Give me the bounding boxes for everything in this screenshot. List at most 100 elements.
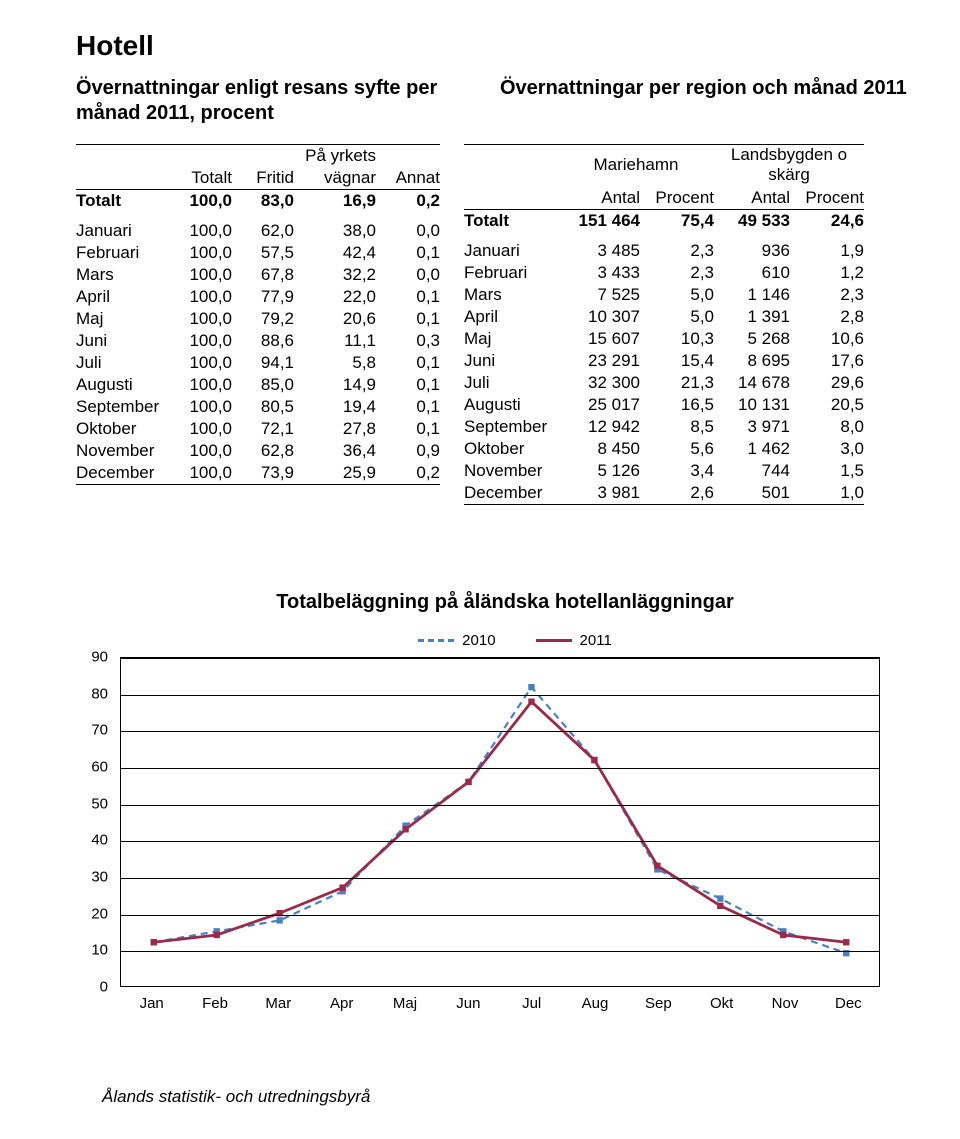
- table-cell: 0,2: [376, 190, 440, 213]
- table-cell: 0,0: [376, 264, 440, 286]
- table-cell: 3,0: [790, 438, 864, 460]
- table1-head-yrkets2: vägnar: [294, 167, 376, 190]
- table-cell: 100,0: [170, 396, 232, 418]
- table-cell: 8,5: [640, 416, 714, 438]
- table-cell: 100,0: [170, 286, 232, 308]
- table-syfte: På yrkets Totalt Fritid vägnar Annat Tot…: [76, 144, 440, 485]
- table-cell: 11,1: [294, 330, 376, 352]
- table-row-label: Oktober: [76, 418, 170, 440]
- table-cell: 100,0: [170, 264, 232, 286]
- table-cell: 14 678: [714, 372, 790, 394]
- chart-ytick-label: 10: [91, 942, 108, 959]
- table-cell: 15 607: [558, 328, 640, 350]
- chart-ytick-label: 30: [91, 869, 108, 886]
- table2-head-mariehamn: Mariehamn: [558, 145, 714, 188]
- table-cell: 83,0: [232, 190, 294, 213]
- table1-head-annat: Annat: [376, 167, 440, 190]
- table-cell: 62,0: [232, 220, 294, 242]
- table-cell: 49 533: [714, 210, 790, 233]
- legend-label-2010: 2010: [462, 632, 495, 649]
- chart-ytick-label: 90: [91, 649, 108, 666]
- legend-item-2011: 2011: [536, 632, 612, 649]
- table-row-label: Juli: [464, 372, 558, 394]
- table-row-label: November: [464, 460, 558, 482]
- table-cell: 20,5: [790, 394, 864, 416]
- table-cell: 10,3: [640, 328, 714, 350]
- table-cell: 5 126: [558, 460, 640, 482]
- table-cell: 14,9: [294, 374, 376, 396]
- table-cell: 32,2: [294, 264, 376, 286]
- chart-marker: [717, 895, 723, 901]
- chart-xtick-label: Dec: [835, 995, 862, 1012]
- table-cell: 85,0: [232, 374, 294, 396]
- table-cell: 0,1: [376, 374, 440, 396]
- chart-xtick-label: Apr: [330, 995, 353, 1012]
- table-cell: 1,9: [790, 240, 864, 262]
- table-cell: 100,0: [170, 308, 232, 330]
- table-cell: 3 981: [558, 482, 640, 505]
- table-row-label: Juni: [464, 350, 558, 372]
- table-cell: 17,6: [790, 350, 864, 372]
- table-cell: 42,4: [294, 242, 376, 264]
- table-cell: 100,0: [170, 352, 232, 374]
- table-cell: 10 131: [714, 394, 790, 416]
- chart-marker: [717, 903, 723, 909]
- table-row-label: September: [464, 416, 558, 438]
- table-cell: 0,1: [376, 418, 440, 440]
- table-cell: 2,6: [640, 482, 714, 505]
- chart: 0102030405060708090JanFebMarAprMajJunJul…: [76, 657, 896, 1027]
- chart-gridline: [121, 768, 879, 769]
- table-cell: 16,9: [294, 190, 376, 213]
- table-row-label: December: [76, 462, 170, 485]
- table-row-label: April: [76, 286, 170, 308]
- table2-head-antal2: Antal: [714, 187, 790, 210]
- table-cell: 29,6: [790, 372, 864, 394]
- table1-head-yrkets1: På yrkets: [294, 145, 376, 168]
- table-row-label: Maj: [464, 328, 558, 350]
- chart-xtick-label: Maj: [393, 995, 417, 1012]
- subtitle-left: Övernattningar enligt resans syfte per m…: [76, 76, 476, 126]
- table-cell: 16,5: [640, 394, 714, 416]
- chart-marker: [276, 917, 282, 923]
- table2-head-antal1: Antal: [558, 187, 640, 210]
- table-cell: 100,0: [170, 418, 232, 440]
- legend-swatch-2010: [418, 639, 454, 642]
- table-cell: 8 450: [558, 438, 640, 460]
- table-row-label: Februari: [76, 242, 170, 264]
- table1-head-fritid: Fritid: [232, 167, 294, 190]
- chart-marker: [780, 932, 786, 938]
- table-cell: 36,4: [294, 440, 376, 462]
- table-cell: 0,3: [376, 330, 440, 352]
- table-row-label: Augusti: [464, 394, 558, 416]
- table-cell: 77,9: [232, 286, 294, 308]
- table-cell: 27,8: [294, 418, 376, 440]
- table-cell: 79,2: [232, 308, 294, 330]
- table-row-label: November: [76, 440, 170, 462]
- legend-item-2010: 2010: [418, 632, 495, 649]
- table-cell: 2,8: [790, 306, 864, 328]
- table-cell: 62,8: [232, 440, 294, 462]
- table-row-label: Juli: [76, 352, 170, 374]
- subtitle-right: Övernattningar per region och månad 2011: [500, 76, 914, 126]
- table-total-label: Totalt: [76, 190, 170, 213]
- table-cell: 57,5: [232, 242, 294, 264]
- chart-marker: [402, 826, 408, 832]
- chart-ytick-label: 70: [91, 722, 108, 739]
- table-row-label: Februari: [464, 262, 558, 284]
- table-cell: 25 017: [558, 394, 640, 416]
- table-cell: 100,0: [170, 220, 232, 242]
- table-cell: 8 695: [714, 350, 790, 372]
- table-cell: 94,1: [232, 352, 294, 374]
- table-cell: 19,4: [294, 396, 376, 418]
- table-row-label: April: [464, 306, 558, 328]
- chart-marker: [843, 939, 849, 945]
- table-cell: 2,3: [790, 284, 864, 306]
- table2-head-procent2: Procent: [790, 187, 864, 210]
- table-cell: 0,1: [376, 352, 440, 374]
- table-cell: 100,0: [170, 242, 232, 264]
- table-cell: 3 433: [558, 262, 640, 284]
- chart-xtick-label: Sep: [645, 995, 672, 1012]
- table-cell: 3 485: [558, 240, 640, 262]
- chart-marker: [528, 684, 534, 690]
- table-cell: 24,6: [790, 210, 864, 233]
